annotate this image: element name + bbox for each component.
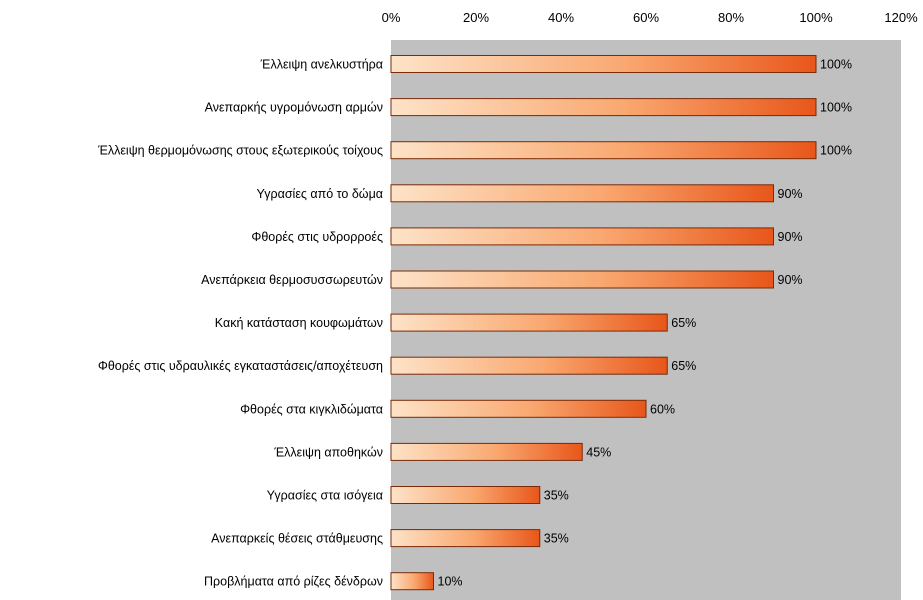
category-label: Υγρασίες από το δώμα	[257, 187, 384, 201]
data-label: 35%	[544, 532, 569, 546]
x-tick-label: 20%	[463, 10, 489, 25]
x-tick-label: 0%	[382, 10, 401, 25]
category-label: Έλλειψη θερμομόνωσης στους εξωτερικούς τ…	[97, 144, 383, 158]
category-label: Ανεπαρκείς θέσεις στάθμευσης	[211, 532, 383, 546]
x-tick-label: 40%	[548, 10, 574, 25]
data-labels: 100% 100% 100% 90% 90% 90% 65% 65% 60% 45% 35% 35% 1…	[438, 58, 852, 589]
bar	[390, 227, 774, 246]
data-label: 100%	[820, 144, 852, 158]
bar	[390, 399, 647, 418]
data-label: 45%	[586, 445, 611, 459]
bar	[390, 313, 668, 332]
category-label: Υγρασίες στα ισόγεια	[267, 489, 383, 503]
data-label: 100%	[820, 58, 852, 72]
bar	[390, 442, 583, 461]
x-tick-label: 80%	[718, 10, 744, 25]
category-labels: Έλλειψη ανελκυστήρα Ανεπαρκής υγρομόνωση …	[97, 58, 383, 589]
data-label: 35%	[544, 489, 569, 503]
x-tick-label: 120%	[884, 10, 918, 25]
data-label: 90%	[778, 187, 803, 201]
data-label: 65%	[671, 359, 696, 373]
bar	[390, 184, 774, 203]
x-tick-label: 60%	[633, 10, 659, 25]
bar	[390, 270, 774, 289]
category-label: Φθορές στις υδρορροές	[251, 230, 383, 244]
data-label: 10%	[438, 575, 463, 589]
data-label: 100%	[820, 101, 852, 115]
bar	[390, 141, 817, 160]
bar	[390, 55, 817, 73]
category-label: Φθορές στις υδραυλικές εγκαταστάσεις/απο…	[98, 359, 383, 373]
bars	[390, 55, 817, 591]
category-label: Έλλειψη αποθηκών	[273, 445, 383, 459]
category-label: Ανεπαρκής υγρομόνωση αρμών	[205, 101, 383, 115]
data-label: 60%	[650, 402, 675, 416]
x-axis-ticks: 0% 20% 40% 60% 80% 100% 120%	[382, 10, 918, 25]
data-label: 65%	[671, 316, 696, 330]
bar	[390, 572, 434, 591]
data-label: 90%	[778, 273, 803, 287]
category-label: Φθορές στα κιγκλιδώματα	[240, 402, 383, 416]
category-label: Κακή κατάσταση κουφωμάτων	[215, 316, 383, 330]
category-label: Προβλήματα από ρίζες δένδρων	[204, 575, 383, 589]
bar	[390, 529, 541, 548]
data-label: 90%	[778, 230, 803, 244]
bar	[390, 356, 668, 375]
bar	[390, 98, 817, 117]
bar	[390, 486, 541, 504]
category-label: Ανεπάρκεια θερμοσυσσωρευτών	[201, 273, 383, 287]
category-label: Έλλειψη ανελκυστήρα	[260, 58, 383, 72]
x-tick-label: 100%	[799, 10, 833, 25]
